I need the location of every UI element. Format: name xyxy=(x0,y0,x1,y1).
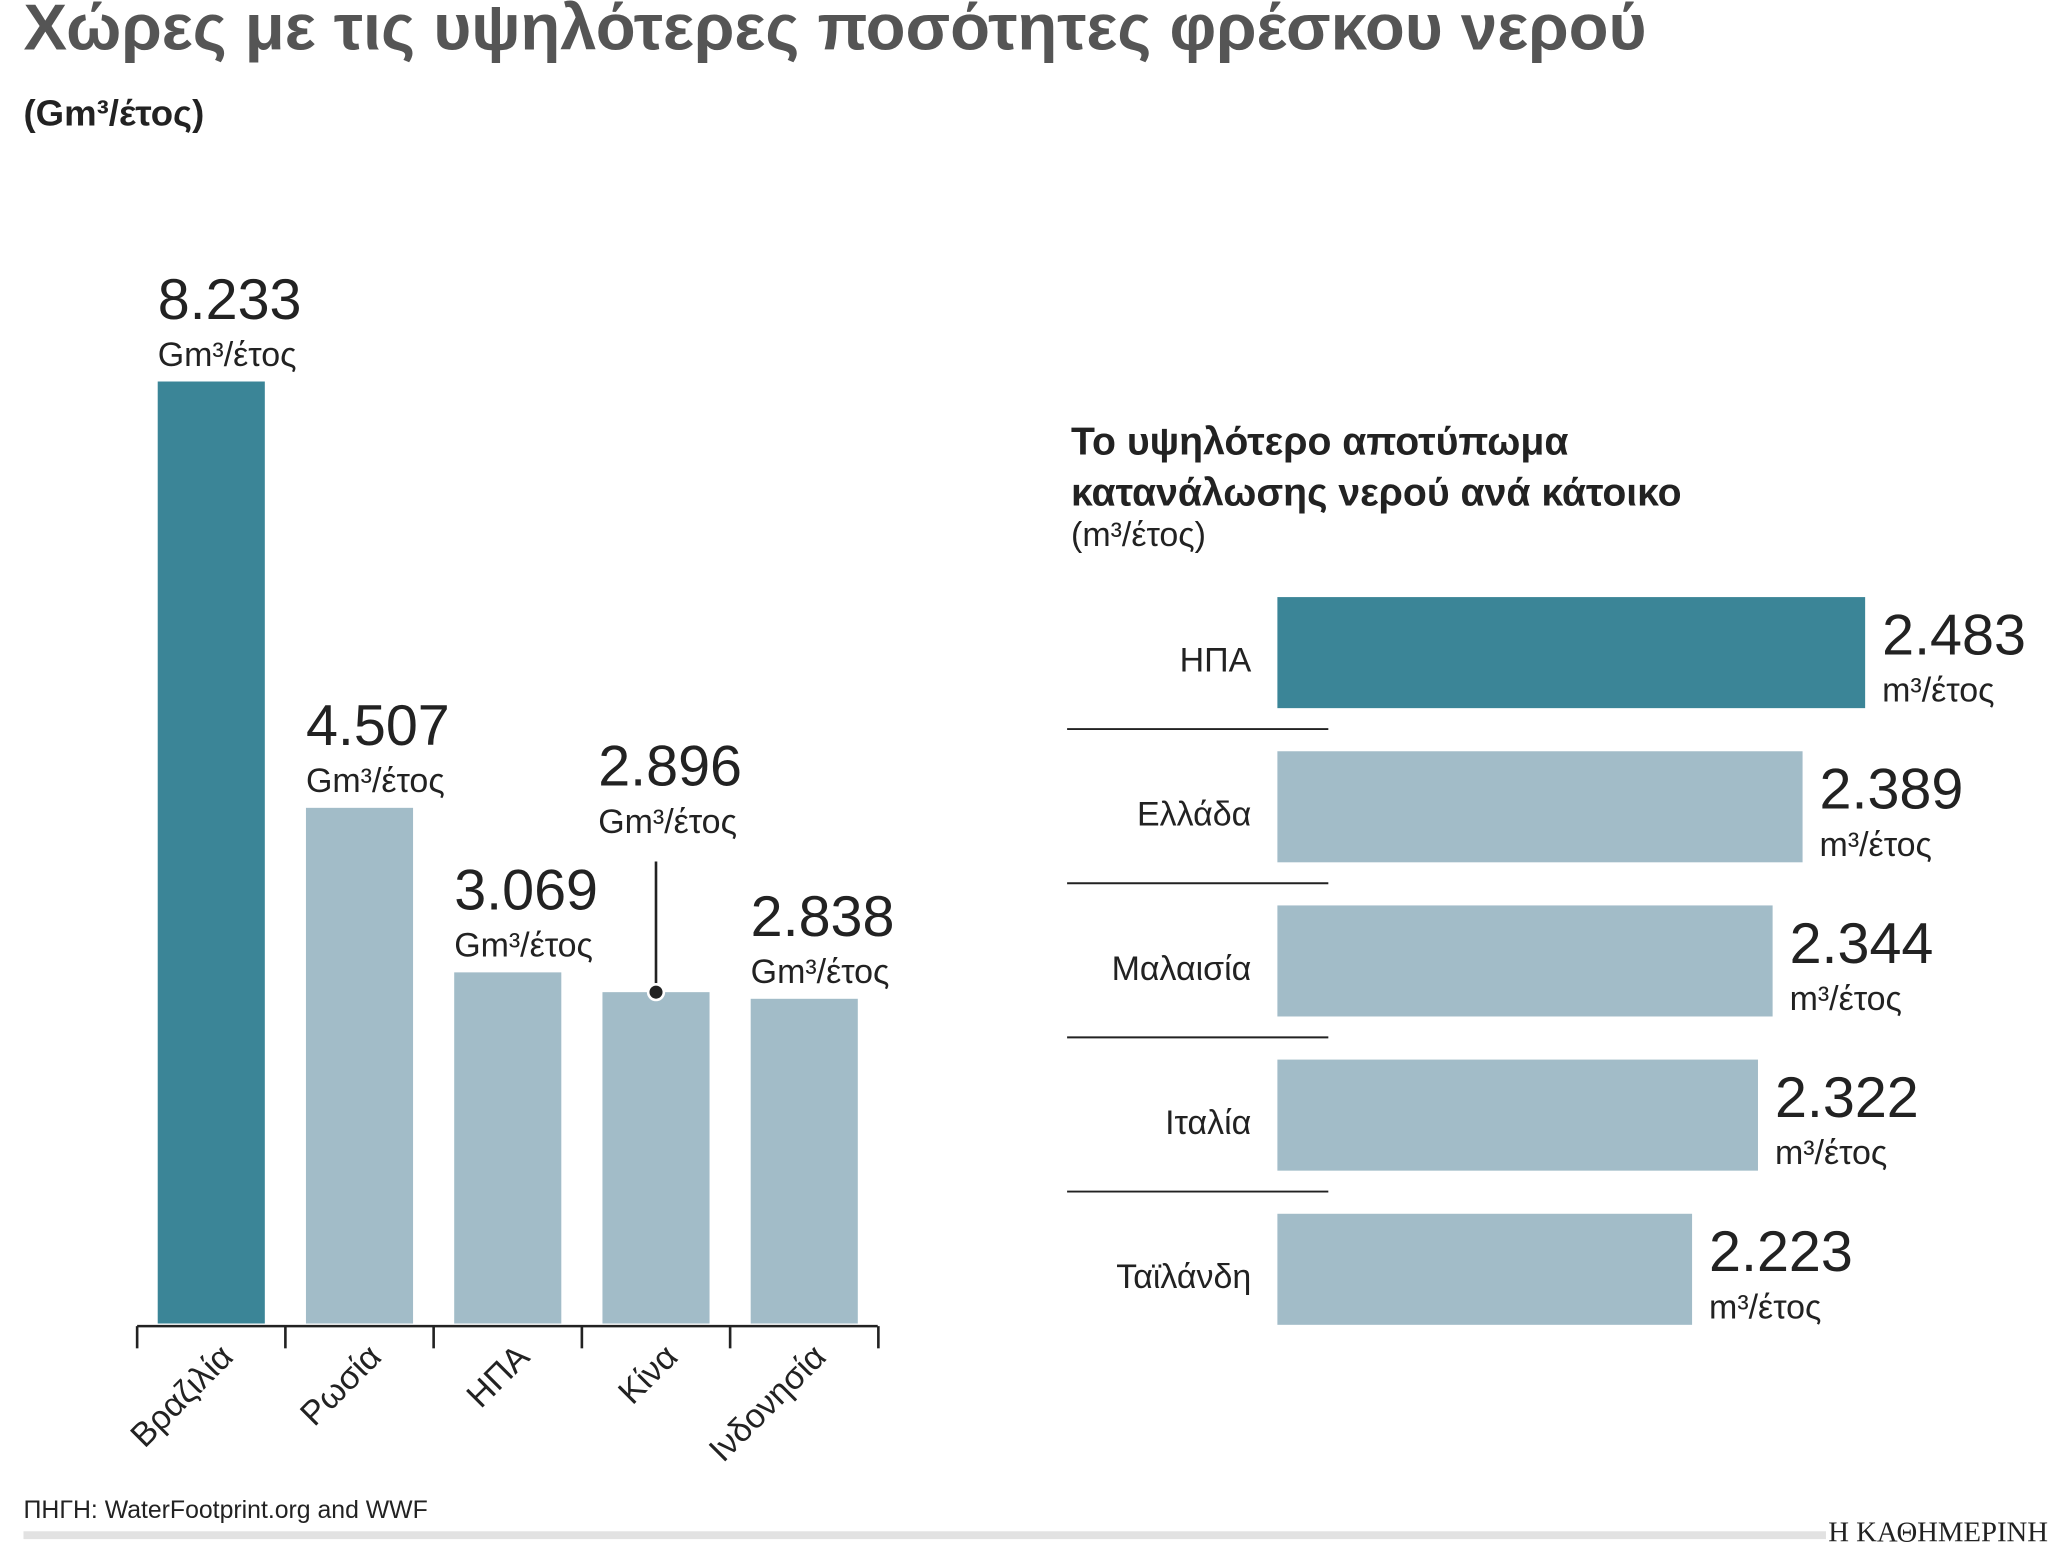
y-tick-label: Ταϊλάνδη xyxy=(1116,1258,1251,1296)
value-label: 4.507 xyxy=(306,694,450,758)
main-subtitle: (Gm³/έτος) xyxy=(24,92,205,133)
side-title: Το υψηλότερο αποτύπωμα xyxy=(1071,421,1568,464)
bar xyxy=(1277,1059,1758,1171)
bar xyxy=(602,992,710,1324)
side-title: κατανάλωσης νερού ανά κάτοικο xyxy=(1071,472,1682,515)
y-tick-label: Ιταλία xyxy=(1165,1104,1251,1142)
value-label: 3.069 xyxy=(454,859,598,923)
side-subtitle: (m³/έτος) xyxy=(1071,516,1206,554)
y-tick-label: ΗΠΑ xyxy=(1180,642,1252,680)
unit-label: Gm³/έτος xyxy=(751,953,890,991)
source: ΠΗΓΗ: WaterFootprint.org and WWF xyxy=(24,1497,428,1524)
bar xyxy=(1277,1213,1693,1325)
y-tick-label: Ελλάδα xyxy=(1137,796,1251,834)
bar xyxy=(750,998,858,1324)
x-tick-label: ΗΠΑ xyxy=(459,1337,537,1415)
value-label: 2.389 xyxy=(1820,758,1964,822)
unit-label: m³/έτος xyxy=(1882,672,1994,710)
bar xyxy=(1277,905,1773,1017)
brand: Η ΚΑΘΗΜΕΡΙΝΗ xyxy=(1828,1517,2048,1549)
footer-bar xyxy=(23,1531,1826,1540)
unit-label: m³/έτος xyxy=(1775,1134,1887,1172)
x-tick-label: Ρωσία xyxy=(293,1338,389,1434)
leader-dot xyxy=(646,983,666,1002)
value-label: 8.233 xyxy=(158,268,302,332)
unit-label: m³/έτος xyxy=(1790,980,1902,1018)
bar xyxy=(1277,751,1803,863)
unit-label: Gm³/έτος xyxy=(598,803,737,841)
value-label: 2.223 xyxy=(1709,1220,1853,1284)
x-tick-label: Κίνα xyxy=(611,1338,685,1412)
value-label: 2.322 xyxy=(1775,1066,1919,1130)
bar xyxy=(1277,597,1866,709)
bar xyxy=(157,381,265,1324)
main-title: Χώρες με τις υψηλότερες ποσότητες φρέσκο… xyxy=(24,0,1647,64)
value-label: 2.483 xyxy=(1882,604,2026,668)
unit-label: Gm³/έτος xyxy=(454,927,593,965)
bar xyxy=(305,807,414,1324)
unit-label: Gm³/έτος xyxy=(306,762,445,800)
bar xyxy=(454,972,562,1324)
value-label: 2.344 xyxy=(1790,912,1934,976)
value-label: 2.896 xyxy=(598,735,742,799)
y-tick-label: Μαλαισία xyxy=(1112,950,1252,988)
x-tick-label: Βραζιλία xyxy=(123,1338,240,1455)
x-tick-label: Ινδονησία xyxy=(702,1338,834,1470)
unit-label: m³/έτος xyxy=(1820,826,1932,864)
unit-label: m³/έτος xyxy=(1709,1288,1821,1326)
unit-label: Gm³/έτος xyxy=(158,336,297,374)
value-label: 2.838 xyxy=(751,885,895,949)
